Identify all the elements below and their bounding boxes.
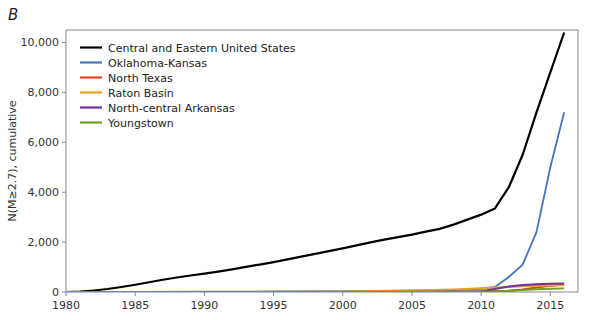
series-line: [66, 288, 564, 292]
legend: Central and Eastern United States Oklahom…: [80, 42, 296, 130]
series-line: [66, 285, 564, 292]
y-tick-label: 6,000: [28, 136, 60, 149]
legend-swatch: [80, 76, 102, 78]
x-tick-label: 2010: [467, 299, 495, 312]
x-tick-label: 1985: [121, 299, 149, 312]
y-tick: [62, 42, 66, 43]
x-tick-label: 2005: [398, 299, 426, 312]
legend-label: North-central Arkansas: [108, 102, 235, 115]
x-tick: [204, 292, 205, 296]
x-tick: [66, 292, 67, 296]
x-tick-label: 1990: [190, 299, 218, 312]
legend-label: Youngstown: [107, 117, 174, 130]
x-tick-label: 1995: [260, 299, 288, 312]
legend-label: North Texas: [108, 72, 173, 85]
x-tick: [342, 292, 343, 296]
legend-label: Central and Eastern United States: [108, 42, 296, 55]
y-tick-label: 8,000: [28, 86, 60, 99]
x-tick-label: 2015: [536, 299, 564, 312]
y-tick-label: 0: [52, 286, 59, 299]
y-tick: [62, 192, 66, 193]
x-tick: [135, 292, 136, 296]
legend-swatch: [80, 106, 102, 108]
background: [0, 0, 592, 320]
legend-swatch: [80, 91, 102, 93]
legend-label: Oklahoma-Kansas: [108, 57, 207, 70]
panel-label: B: [8, 6, 18, 24]
x-tick: [550, 292, 551, 296]
y-tick: [62, 142, 66, 143]
legend-swatch: [80, 61, 102, 63]
x-tick: [411, 292, 412, 296]
series-line: [66, 112, 564, 292]
x-tick-label: 1980: [52, 299, 80, 312]
y-axis-label: N(M≥2.7), cumulative: [6, 100, 19, 221]
x-tick: [481, 292, 482, 296]
y-tick: [62, 242, 66, 243]
chart: B 0 2,000 4,000 6,000 8,000 10,000 1980 1985 1990…: [0, 0, 592, 320]
x-tick: [273, 292, 274, 296]
y-tick: [62, 292, 66, 293]
legend-swatch: [80, 121, 102, 123]
plot-frame: [66, 30, 578, 292]
y-tick-label: 2,000: [28, 236, 60, 249]
series-line: [66, 284, 564, 292]
series-line: [66, 33, 564, 293]
plot-lines: [66, 33, 564, 293]
x-tick-label: 2000: [329, 299, 357, 312]
y-tick: [62, 92, 66, 93]
y-tick-label: 10,000: [21, 36, 60, 49]
legend-swatch: [80, 46, 102, 48]
y-tick-label: 4,000: [28, 186, 60, 199]
series-line: [66, 285, 564, 292]
legend-label: Raton Basin: [108, 87, 174, 100]
